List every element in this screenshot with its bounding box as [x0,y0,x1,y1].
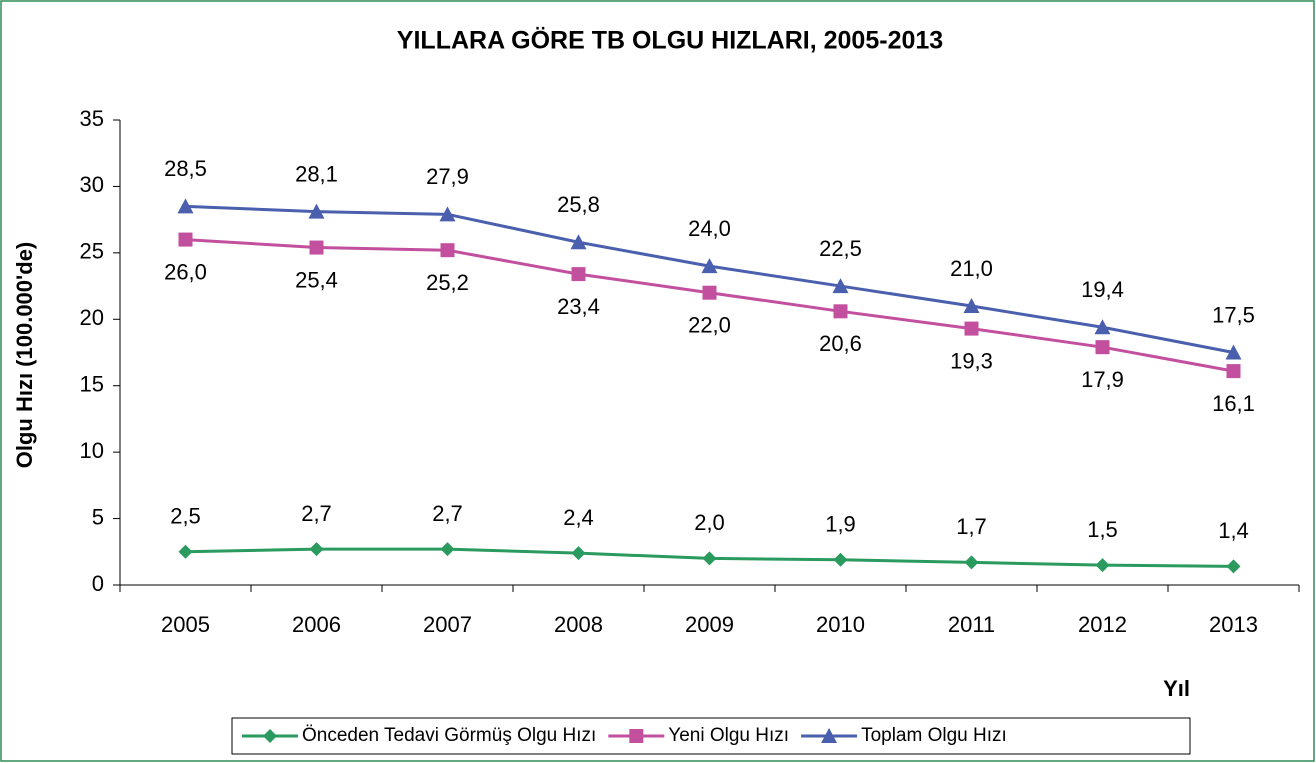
legend-text: Toplam Olgu Hızı [861,725,1007,746]
x-tick-label: 2011 [948,612,995,637]
data-label: 2,7 [301,501,332,526]
legend-text: Yeni Olgu Hızı [668,725,789,746]
data-label: 2,7 [432,501,463,526]
y-tick-label: 15 [80,372,104,397]
marker [178,544,193,559]
marker [833,304,848,319]
x-tick-label: 2013 [1209,612,1258,637]
marker [1225,344,1242,360]
x-tick-label: 2009 [685,612,734,637]
data-label: 24,0 [688,216,731,241]
data-label: 1,5 [1087,517,1118,542]
marker [178,232,193,247]
marker [1094,319,1111,335]
data-label: 1,7 [956,514,987,539]
data-label: 1,4 [1218,518,1249,543]
x-tick-label: 2012 [1078,612,1127,637]
marker [1095,340,1110,355]
data-label: 23,4 [557,294,600,319]
data-label: 25,2 [426,270,469,295]
marker [571,267,586,282]
marker [702,551,717,566]
marker [440,542,455,557]
marker [629,729,644,743]
data-label: 28,5 [164,156,207,181]
data-label: 17,5 [1212,302,1255,327]
data-label: 27,9 [426,164,469,189]
marker [1095,558,1110,573]
x-tick-label: 2005 [161,612,210,637]
marker [702,285,717,300]
data-label: 22,0 [688,313,731,338]
data-label: 28,1 [295,161,338,186]
marker [1226,559,1241,574]
marker [821,728,838,743]
data-label: 1,9 [825,512,856,537]
marker [309,240,324,255]
marker [570,234,587,250]
y-tick-label: 20 [80,305,104,330]
y-tick-label: 5 [92,504,104,529]
marker [964,555,979,570]
marker [308,203,325,219]
data-label: 22,5 [819,236,862,261]
x-tick-label: 2006 [292,612,341,637]
marker [1226,364,1241,379]
data-label: 26,0 [164,259,207,284]
y-tick-label: 30 [80,172,104,197]
data-label: 20,6 [819,331,862,356]
marker [964,321,979,336]
x-tick-label: 2008 [554,612,603,637]
legend-box [231,717,1191,755]
data-label: 25,4 [295,267,338,292]
data-label: 2,5 [170,504,201,529]
data-label: 2,0 [694,510,725,535]
data-label: 2,4 [563,505,594,530]
legend-text: Önceden Tedavi Görmüş Olgu Hızı [302,725,596,746]
marker [440,243,455,258]
marker [963,298,980,313]
x-tick-label: 2010 [816,612,865,637]
marker [439,206,456,222]
x-axis-title: Yıl [1163,676,1190,701]
data-label: 19,3 [950,348,993,373]
data-label: 25,8 [557,192,600,217]
marker [701,258,718,274]
marker [263,729,277,743]
y-tick-label: 25 [80,239,104,264]
marker [833,552,848,567]
y-tick-label: 35 [80,106,104,131]
x-tick-label: 2007 [423,612,472,637]
chart-title: YILLARA GÖRE TB OLGU HIZLARI, 2005-2013 [397,26,943,55]
data-label: 16,1 [1212,391,1255,416]
data-label: 19,4 [1081,277,1124,302]
marker [571,546,586,561]
marker [832,278,849,294]
marker [177,198,194,214]
marker [309,542,324,557]
data-label: 17,9 [1081,367,1124,392]
y-axis-title: Olgu Hızı (100.000'de) [12,242,37,469]
y-tick-label: 0 [92,571,104,596]
y-tick-label: 10 [80,438,104,463]
data-label: 21,0 [950,256,993,281]
